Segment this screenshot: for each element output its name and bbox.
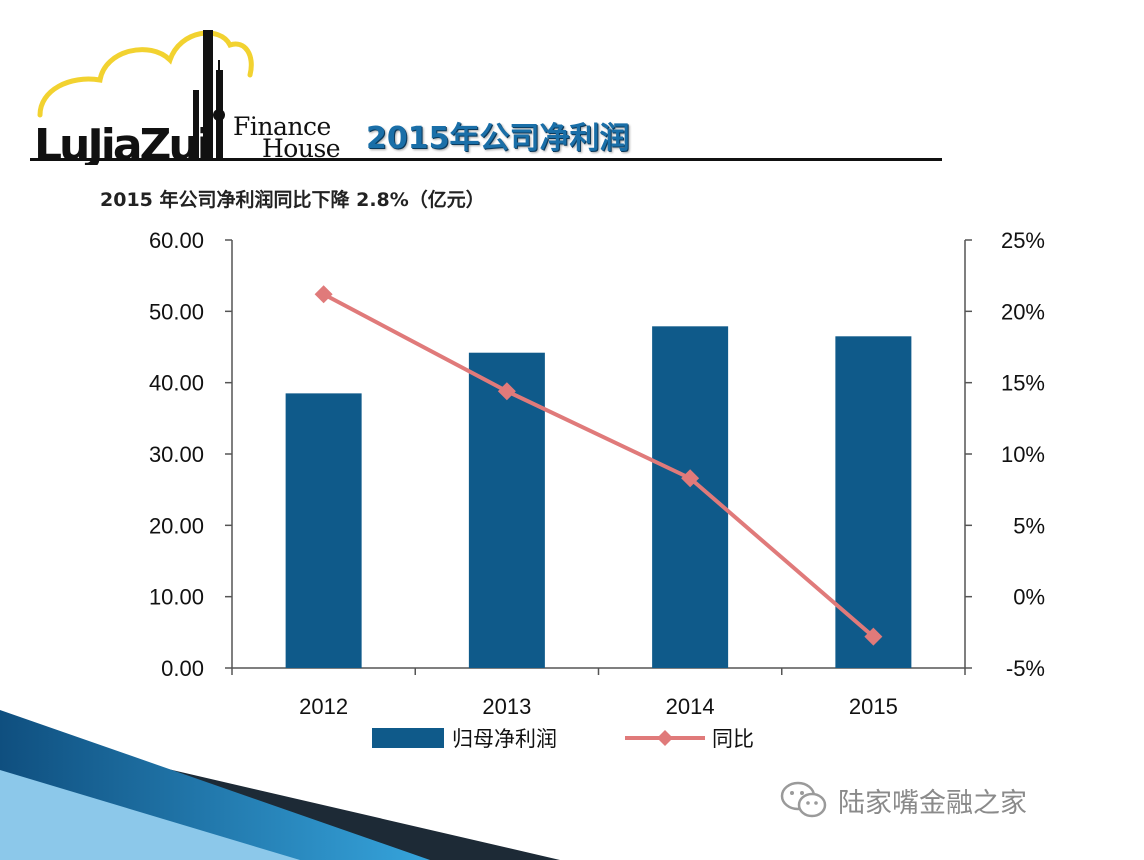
y-axis-labels: 0.00 10.00 20.00 30.00 40.00 50.00 60.00 <box>149 228 204 681</box>
x-tick-label: 2015 <box>849 694 898 719</box>
watermark: 陆家嘴金融之家 <box>780 780 1027 820</box>
legend: 归母净利润 同比 <box>372 727 754 751</box>
x-tick-label: 2012 <box>299 694 348 719</box>
header-divider <box>30 158 942 161</box>
legend-marker-line <box>657 730 673 746</box>
line-point <box>314 285 333 304</box>
yoy-line <box>322 292 875 639</box>
line-point <box>864 627 883 646</box>
legend-swatch-bar <box>372 728 444 748</box>
y-tick-label: 60.00 <box>149 228 204 253</box>
logo-text-finance: Finance <box>233 112 331 141</box>
y-tick-label: 40.00 <box>149 371 204 396</box>
logo-cloud-shape <box>37 30 254 118</box>
line-series <box>314 285 883 646</box>
y-tick-label: 20.00 <box>149 513 204 538</box>
logo-tower <box>218 60 220 75</box>
logo-tower <box>193 90 199 160</box>
y2-tick-label: 20% <box>1001 299 1045 324</box>
bar <box>285 393 362 668</box>
y-tick-label: 0.00 <box>161 656 204 681</box>
x-tick-label: 2013 <box>482 694 531 719</box>
corner-decoration <box>0 710 560 860</box>
x-axis-labels: 2012 2013 2014 2015 <box>299 694 898 719</box>
y2-tick-label: 0% <box>1013 585 1045 610</box>
bar <box>652 326 729 668</box>
watermark-text: 陆家嘴金融之家 <box>838 787 1027 819</box>
page-title: 2015年公司净利润 <box>366 121 630 156</box>
combo-chart: 2012 2013 2014 2015 0.00 10.00 20.00 30.00 40.0… <box>149 228 1045 751</box>
bar <box>835 336 912 668</box>
y-tick-label: 30.00 <box>149 442 204 467</box>
y2-axis-labels: -5% 0% 5% 10% 15% 20% 25% <box>1001 228 1045 681</box>
decor-swoosh-light <box>0 770 300 860</box>
legend-label-line: 同比 <box>712 727 754 751</box>
y2-tick-label: -5% <box>1006 656 1045 681</box>
line-point <box>681 469 700 488</box>
legend-label-bar: 归母净利润 <box>452 727 557 751</box>
chart-title: 2015 年公司净利润同比下降 2.8%（亿元） <box>100 189 485 211</box>
y2-tick-label: 10% <box>1001 442 1045 467</box>
y-tick-label: 10.00 <box>149 585 204 610</box>
logo-tower <box>203 30 213 160</box>
logo-tower-ball <box>213 109 225 121</box>
line-point <box>497 382 516 401</box>
wechat-icon <box>780 781 827 818</box>
y2-tick-label: 5% <box>1013 513 1045 538</box>
logo-skyline-word: LuJiaZui <box>34 120 209 165</box>
y2-tick-label: 15% <box>1001 371 1045 396</box>
bar-series <box>285 326 912 668</box>
y2-tick-label: 25% <box>1001 228 1045 253</box>
logo-graphic: LuJiaZui <box>34 30 254 165</box>
y-tick-label: 50.00 <box>149 299 204 324</box>
x-tick-label: 2014 <box>666 694 715 719</box>
